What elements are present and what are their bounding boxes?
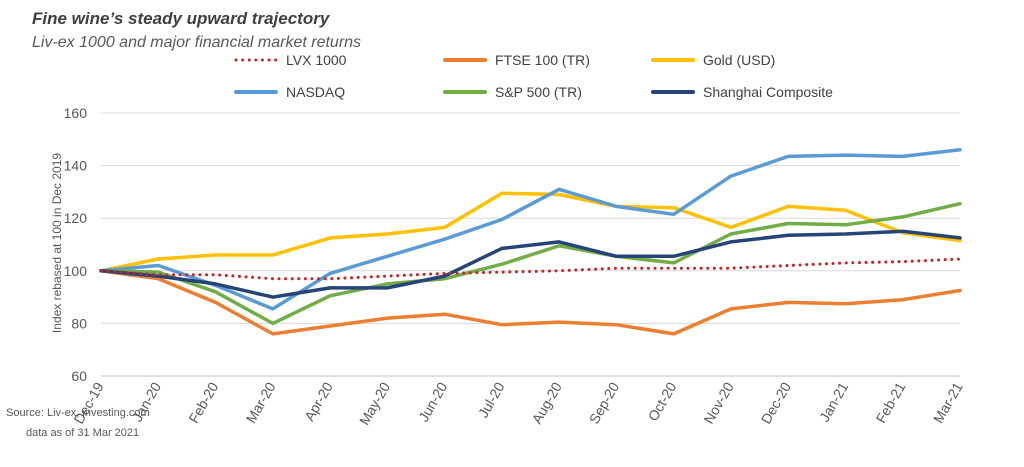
- chart-subtitle: Liv-ex 1000 and major financial market r…: [32, 34, 361, 51]
- y-tick-label: 120: [64, 210, 88, 226]
- series-lines: [99, 148, 962, 336]
- y-tick-label: 140: [64, 158, 88, 174]
- legend-label: Shanghai Composite: [703, 84, 833, 100]
- series-line-nasdaq: [99, 148, 962, 311]
- x-tick-label: Feb-21: [873, 379, 909, 426]
- x-tick-label: Nov-20: [700, 379, 737, 426]
- series-line-lvx-1000: [99, 257, 962, 281]
- y-tick-label: 80: [71, 315, 87, 331]
- x-tick-label: Mar-21: [930, 379, 966, 426]
- y-axis-label: Index rebased at 100 in Dec 2019: [50, 153, 64, 333]
- x-tick-label: Dec-19: [70, 379, 107, 426]
- chart-title: Fine wine’s steady upward trajectory: [32, 9, 331, 28]
- x-axis-ticks: Dec-19 Jan-20 Feb-20 Mar-20 Apr-20 May-20 Jun-…: [70, 379, 966, 428]
- series-line-shanghai-composite: [99, 229, 962, 299]
- x-tick-label: Apr-20: [301, 379, 336, 424]
- x-tick-label: Jul-20: [475, 379, 508, 420]
- y-tick-label: 60: [71, 368, 87, 384]
- x-tick-label: Mar-20: [243, 379, 279, 426]
- legend-label: NASDAQ: [286, 84, 345, 100]
- y-tick-label: 160: [64, 105, 88, 121]
- series-line-s-p-500-tr: [99, 201, 962, 326]
- x-tick-label: Jun-20: [415, 379, 450, 424]
- x-tick-label: Feb-20: [185, 379, 221, 426]
- x-tick-label: May-20: [356, 379, 393, 428]
- gridlines: [101, 112, 960, 324]
- x-tick-label: Dec-20: [758, 379, 795, 426]
- source-date: data as of 31 Mar 2021: [26, 427, 139, 439]
- source-note: Source: Liv-ex, investing.com: [6, 407, 150, 419]
- x-tick-label: Oct-20: [645, 379, 680, 424]
- series-line-gold-usd: [99, 191, 962, 273]
- legend-label: FTSE 100 (TR): [495, 52, 590, 68]
- y-tick-label: 100: [64, 263, 88, 279]
- legend-label: S&P 500 (TR): [495, 84, 582, 100]
- series-line-ftse-100-tr: [99, 269, 962, 336]
- legend: LVX 1000 FTSE 100 (TR) Gold (USD) NASDAQ S&P…: [234, 52, 833, 100]
- legend-label: Gold (USD): [703, 52, 775, 68]
- x-tick-label: Aug-20: [529, 379, 566, 426]
- x-tick-label: Sep-20: [586, 379, 623, 426]
- y-axis-ticks: 60 80 100 120 140 160: [64, 105, 88, 384]
- x-tick-label: Jan-21: [816, 379, 851, 424]
- legend-label: LVX 1000: [286, 52, 347, 68]
